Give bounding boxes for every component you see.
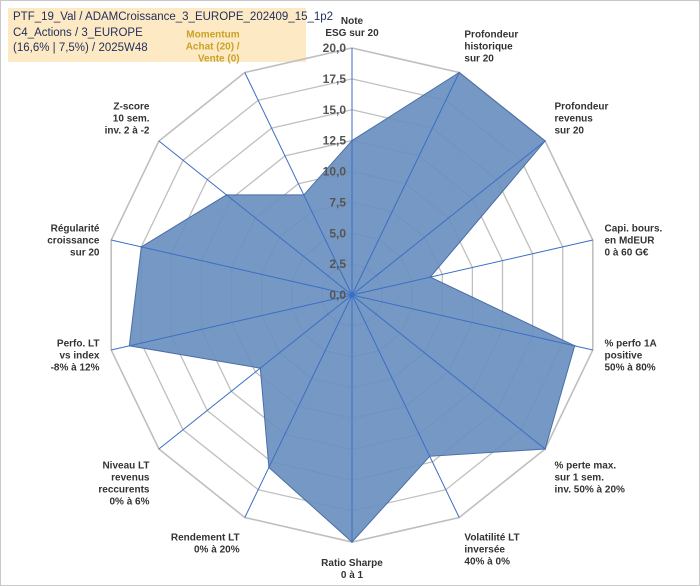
radar-axis-labels: Note ESG sur 20 Profondeur historique sur 20… <box>47 16 662 581</box>
axis-label: Perfo. LT vs index -8% à 12% <box>51 339 100 374</box>
axis-label-line: sur 20 <box>70 247 100 258</box>
axis-label: Régularité croissance sur 20 <box>47 223 100 258</box>
axis-label-line: inversée <box>464 544 505 555</box>
axis-label-line: croissance <box>47 235 100 246</box>
tick-label: 20,0 <box>323 41 347 55</box>
axis-label-line: Capi. bours. <box>605 223 663 234</box>
axis-line <box>244 294 353 518</box>
axis-line <box>351 72 460 296</box>
tick-label: 7,5 <box>329 195 346 209</box>
axis-line <box>351 140 546 296</box>
axis-label-line: historique <box>464 42 513 53</box>
axis-label: Capi. bours. en MdEUR 0 à 60 G€ <box>605 223 663 258</box>
axis-label-line: inv. 2 à -2 <box>105 126 150 137</box>
axis-label-line: Note <box>341 16 364 27</box>
axis-label-line: inv. 50% à 20% <box>555 485 626 496</box>
axis-label-line: Volatilité LT <box>464 532 519 543</box>
axis-label-line: en MdEUR <box>605 235 656 246</box>
title-line-3: (16,6% | 7,5%) / 2025W48 <box>13 42 148 54</box>
axis-line <box>351 294 460 518</box>
title-line-1: PTF_19_Val / ADAMCroissance_3_EUROPE_202… <box>13 11 334 23</box>
axis-line <box>158 294 353 450</box>
axis-label-line: -8% à 12% <box>51 363 100 374</box>
axis-line <box>351 239 593 296</box>
axis-label-line: sur 20 <box>555 126 585 137</box>
axis-label-line: sur 20 <box>464 54 494 65</box>
axis-label-line: % perfo 1A <box>605 339 657 350</box>
axis-label-line: % perte max. <box>555 461 617 472</box>
axis-label-line: Régularité <box>51 223 100 234</box>
chart-title-box: PTF_19_Val / ADAMCroissance_3_EUROPE_202… <box>8 8 334 62</box>
axis-label-line: 40% à 0% <box>464 556 510 567</box>
axis-label: Rendement LT 0% à 20% <box>171 532 240 555</box>
tick-label: 5,0 <box>329 226 346 240</box>
axis-line <box>158 140 353 296</box>
axis-label: Note ESG sur 20 <box>325 16 379 39</box>
axis-label: Profondeur historique sur 20 <box>464 30 518 65</box>
axis-label-line: Vente (0) <box>198 54 240 65</box>
axis-label-line: Rendement LT <box>171 532 240 543</box>
axis-label-line: sur 1 sem. <box>555 473 605 484</box>
axis-label: Z-score 10 sem. inv. 2 à -2 <box>105 102 150 137</box>
axis-label-line: Achat (20) / <box>186 42 240 53</box>
axis-line <box>351 294 593 351</box>
axis-label: % perte max. sur 1 sem. inv. 50% à 20% <box>555 461 626 496</box>
axis-label-line: 10 sem. <box>113 114 150 125</box>
axis-label-line: Niveau LT <box>102 461 149 472</box>
axis-label-line: reccurents <box>98 485 150 496</box>
axis-label: Ratio Sharpe 0 à 1 <box>321 558 383 581</box>
axis-label-line: Profondeur <box>464 30 518 41</box>
radar-tick-labels: 0,0 2,5 5,0 7,5 10,0 12,5 15,0 17,5 20,0 <box>323 41 347 302</box>
axis-label: Volatilité LT inversée 40% à 0% <box>464 532 519 567</box>
axis-label: % perfo 1A positive 50% à 80% <box>605 339 657 374</box>
tick-label: 15,0 <box>323 103 347 117</box>
axis-label-line: 50% à 80% <box>605 363 656 374</box>
tick-label: 17,5 <box>323 72 347 86</box>
tick-label: 2,5 <box>329 257 346 271</box>
axis-line <box>351 294 546 450</box>
axis-label: Momentum Achat (20) / Vente (0) <box>186 30 240 65</box>
axis-label-line: 0 à 60 G€ <box>605 247 649 258</box>
axis-line <box>111 294 353 351</box>
axis-label: Profondeur revenus sur 20 <box>555 102 609 137</box>
axis-label-line: Perfo. LT <box>57 339 100 350</box>
axis-label-line: positive <box>605 351 643 362</box>
axis-label-line: revenus <box>111 473 150 484</box>
axis-label-line: 0% à 6% <box>109 497 149 508</box>
axis-label-line: revenus <box>555 114 594 125</box>
axis-label-line: 0% à 20% <box>194 544 240 555</box>
axis-label: Niveau LT revenus reccurents 0% à 6% <box>98 461 150 508</box>
axis-line <box>111 239 353 296</box>
title-line-2: C4_Actions / 3_EUROPE <box>13 26 143 39</box>
axis-label-line: Momentum <box>186 30 239 41</box>
axis-label-line: 0 à 1 <box>341 570 364 581</box>
radar-axes <box>111 48 593 542</box>
axis-label-line: Z-score <box>113 102 150 113</box>
tick-label: 12,5 <box>323 134 347 148</box>
axis-label-line: Profondeur <box>555 102 609 113</box>
axis-label-line: vs index <box>59 351 99 362</box>
tick-label: 0,0 <box>329 288 346 302</box>
tick-label: 10,0 <box>323 165 347 179</box>
axis-label-line: Ratio Sharpe <box>321 558 383 569</box>
axis-label-line: ESG sur 20 <box>325 28 379 39</box>
axis-line <box>244 72 353 296</box>
